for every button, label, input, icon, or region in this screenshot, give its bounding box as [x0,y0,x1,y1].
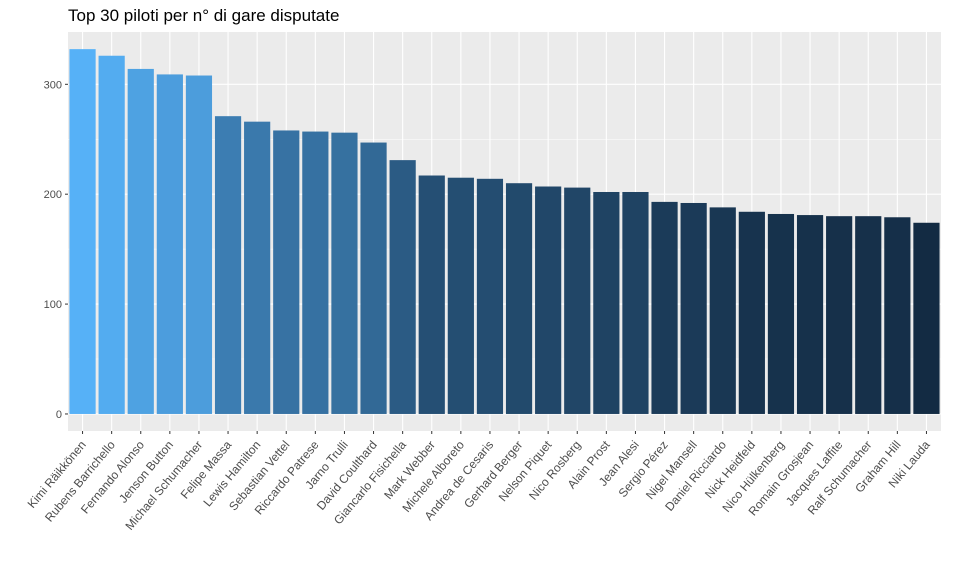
bar [273,130,300,414]
bar [826,216,853,414]
bar [709,207,736,414]
bar [593,191,620,414]
bar [389,160,416,414]
y-axis: 0 100 200 300 [44,79,68,421]
plot-panel [68,32,941,431]
bar [185,75,213,414]
bar [302,131,329,414]
bar [622,191,649,414]
bar [535,186,562,414]
bar [156,74,183,414]
chart-title: Top 30 piloti per n° di gare disputate [68,6,340,25]
bar [680,202,707,414]
bar [651,201,678,414]
y-tick-label: 300 [44,79,62,91]
y-tick-label: 200 [44,189,62,201]
bar [767,213,795,414]
bar [69,49,96,414]
bar [855,216,882,414]
y-tick-label: 100 [44,299,62,311]
bar [127,68,154,414]
bar [564,187,591,414]
bar [913,222,940,414]
bar [884,217,911,414]
bar [331,132,358,414]
bar [244,121,271,414]
bar [447,177,474,414]
bar [505,183,533,414]
bar [476,178,504,414]
bars [69,49,940,414]
bar [214,116,242,414]
bar [738,211,765,414]
grid-minor [68,138,941,360]
y-tick-label: 0 [56,409,62,421]
bar [360,142,387,414]
bar [98,55,125,414]
bar [418,175,445,414]
bar [796,215,824,414]
